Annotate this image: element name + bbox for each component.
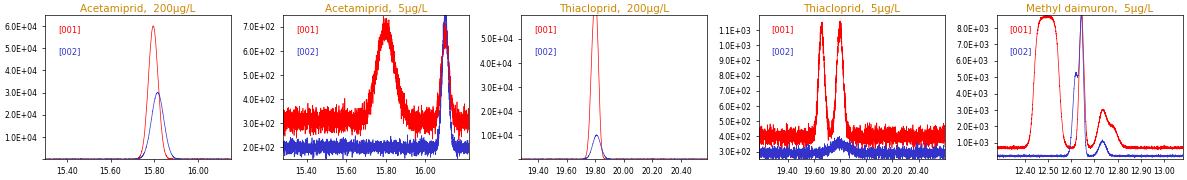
Title: Thiacloprid,  5μg/L: Thiacloprid, 5μg/L <box>804 4 900 14</box>
Text: [001]: [001] <box>296 25 318 34</box>
Text: [002]: [002] <box>772 47 794 56</box>
Text: [001]: [001] <box>1010 25 1032 34</box>
Text: [002]: [002] <box>58 47 81 56</box>
Text: [001]: [001] <box>58 25 81 34</box>
Title: Methyl daimuron,  5μg/L: Methyl daimuron, 5μg/L <box>1026 4 1154 14</box>
Text: [002]: [002] <box>1010 47 1032 56</box>
Title: Acetamiprid,  5μg/L: Acetamiprid, 5μg/L <box>325 4 427 14</box>
Title: Thiacloprid,  200μg/L: Thiacloprid, 200μg/L <box>559 4 668 14</box>
Text: [002]: [002] <box>534 47 557 56</box>
Text: [002]: [002] <box>296 47 318 56</box>
Text: [001]: [001] <box>534 25 557 34</box>
Title: Acetamiprid,  200μg/L: Acetamiprid, 200μg/L <box>81 4 196 14</box>
Text: [001]: [001] <box>772 25 794 34</box>
